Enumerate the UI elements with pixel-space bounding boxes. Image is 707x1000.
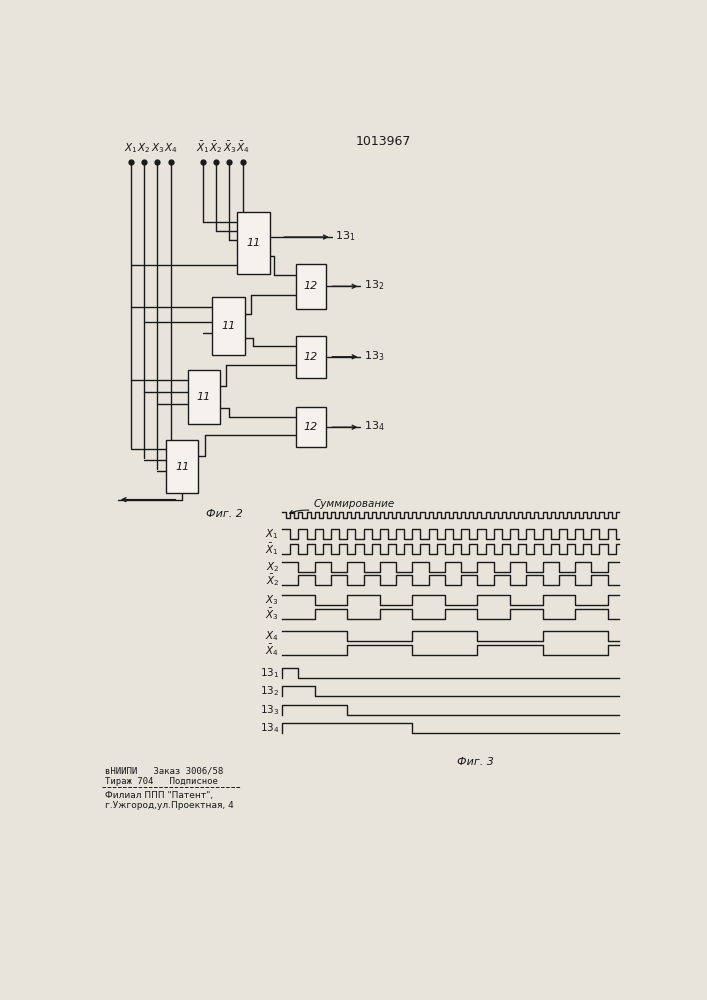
Text: $\bar{X}_2$: $\bar{X}_2$ <box>209 139 223 155</box>
Text: $\bar{X}_1$: $\bar{X}_1$ <box>197 139 210 155</box>
Text: $X_1$: $X_1$ <box>266 527 279 541</box>
Text: $X_2$: $X_2$ <box>266 560 279 573</box>
Bar <box>212 297 245 355</box>
Text: $13_4$: $13_4$ <box>259 721 279 735</box>
Text: 11: 11 <box>221 321 235 331</box>
Text: 11: 11 <box>175 462 189 472</box>
Bar <box>166 440 199 493</box>
Text: $\bar{X}_3$: $\bar{X}_3$ <box>223 139 236 155</box>
Text: Тираж 704   Подписное: Тираж 704 Подписное <box>105 777 218 786</box>
Text: $X_3$: $X_3$ <box>265 594 279 607</box>
Text: $13_2$: $13_2$ <box>363 279 384 292</box>
Text: вНИИПИ   Заказ 3006/58: вНИИПИ Заказ 3006/58 <box>105 767 223 776</box>
Text: г.Ужгород,ул.Проектная, 4: г.Ужгород,ул.Проектная, 4 <box>105 801 234 810</box>
Text: $13_3$: $13_3$ <box>259 703 279 717</box>
Bar <box>296 264 325 309</box>
Bar <box>187 370 220 424</box>
Text: $\bar{X}_4$: $\bar{X}_4$ <box>235 139 250 155</box>
Text: $X_4$: $X_4$ <box>265 629 279 643</box>
Text: $X_1$: $X_1$ <box>124 141 138 155</box>
Text: Суммирование: Суммирование <box>313 499 395 509</box>
Bar <box>296 336 325 378</box>
Text: $\bar{X}_3$: $\bar{X}_3$ <box>265 606 279 622</box>
Text: 11: 11 <box>246 238 261 248</box>
Text: Фиг. 2: Фиг. 2 <box>206 509 243 519</box>
Text: $13_1$: $13_1$ <box>259 666 279 680</box>
Bar <box>237 212 270 274</box>
Text: $13_4$: $13_4$ <box>363 420 385 433</box>
Text: $X_4$: $X_4$ <box>163 141 177 155</box>
Text: $\bar{X}_2$: $\bar{X}_2$ <box>266 573 279 588</box>
Text: 12: 12 <box>304 422 318 432</box>
Text: $X_3$: $X_3$ <box>151 141 164 155</box>
Text: Фиг. 3: Фиг. 3 <box>457 757 494 767</box>
Text: 12: 12 <box>304 352 318 362</box>
Text: $13_1$: $13_1$ <box>335 229 356 243</box>
Text: Филиал ППП "Патент",: Филиал ППП "Патент", <box>105 791 214 800</box>
Text: $13_2$: $13_2$ <box>260 684 279 698</box>
Text: $13_3$: $13_3$ <box>363 349 384 363</box>
Text: $\bar{X}_4$: $\bar{X}_4$ <box>265 642 279 658</box>
Text: 12: 12 <box>304 281 318 291</box>
Text: $X_2$: $X_2$ <box>137 141 151 155</box>
Text: 1013967: 1013967 <box>355 135 411 148</box>
Text: 11: 11 <box>197 392 211 402</box>
Bar <box>296 407 325 447</box>
Text: $\bar{X}_1$: $\bar{X}_1$ <box>265 541 279 557</box>
